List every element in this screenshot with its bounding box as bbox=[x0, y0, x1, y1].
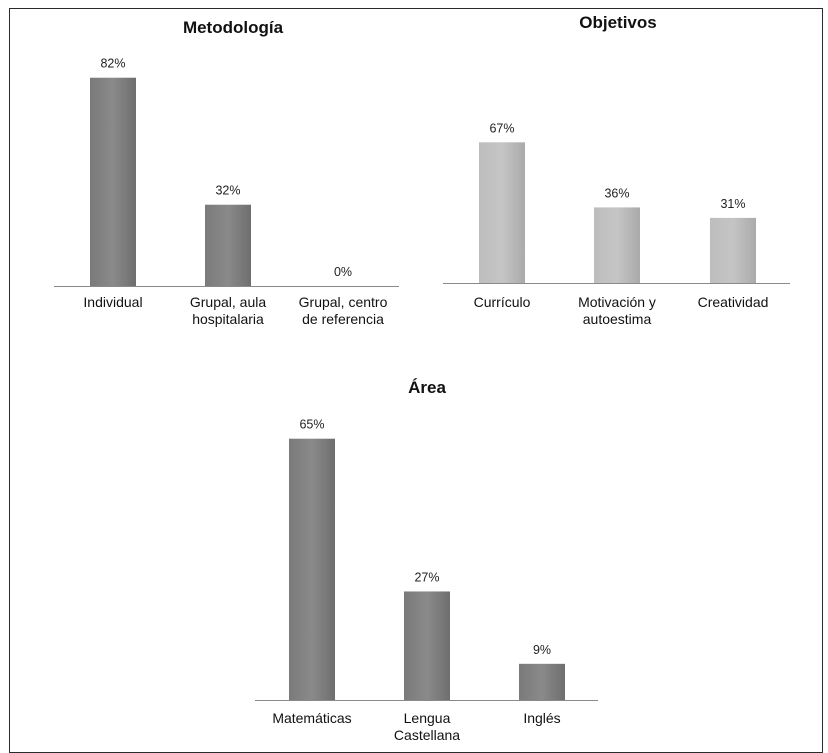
category-label: hospitalaria bbox=[192, 311, 264, 327]
bar bbox=[710, 217, 756, 283]
bar bbox=[519, 663, 565, 700]
category-label: Inglés bbox=[523, 710, 560, 726]
data-label: 82% bbox=[100, 57, 125, 71]
bar bbox=[289, 438, 335, 700]
chart-objetivos: Objetivos 67% Currículo 36% Motivación yauto… bbox=[443, 13, 790, 327]
category-label: Individual bbox=[83, 294, 142, 310]
data-label: 31% bbox=[720, 197, 745, 211]
category-label: Castellana bbox=[394, 727, 460, 743]
chart-title: Objetivos bbox=[579, 13, 656, 32]
data-label: 27% bbox=[414, 570, 439, 584]
category-label: autoestima bbox=[583, 311, 652, 327]
bar bbox=[90, 77, 136, 286]
data-label: 65% bbox=[299, 418, 324, 432]
bar bbox=[404, 591, 450, 700]
category-label: Grupal, aula bbox=[190, 294, 266, 310]
bar bbox=[594, 207, 640, 283]
data-label: 0% bbox=[334, 265, 352, 279]
data-label: 9% bbox=[533, 643, 551, 657]
chart-title: Metodología bbox=[183, 18, 284, 37]
chart-title: Área bbox=[408, 378, 446, 397]
data-label: 36% bbox=[604, 186, 629, 200]
category-label: Creatividad bbox=[698, 294, 769, 310]
bar bbox=[479, 142, 525, 283]
data-label: 67% bbox=[489, 121, 514, 135]
bar bbox=[205, 204, 251, 286]
category-label: Grupal, centro bbox=[299, 294, 388, 310]
chart-metodologia: Metodología 82% Individual 32% Grupal, aulah… bbox=[54, 18, 399, 327]
category-label: Lengua bbox=[404, 710, 451, 726]
category-label: Matemáticas bbox=[272, 710, 351, 726]
data-label: 32% bbox=[215, 184, 240, 198]
category-label: Currículo bbox=[474, 294, 531, 310]
category-label: de referencia bbox=[302, 311, 384, 327]
category-label: Motivación y bbox=[578, 294, 656, 310]
